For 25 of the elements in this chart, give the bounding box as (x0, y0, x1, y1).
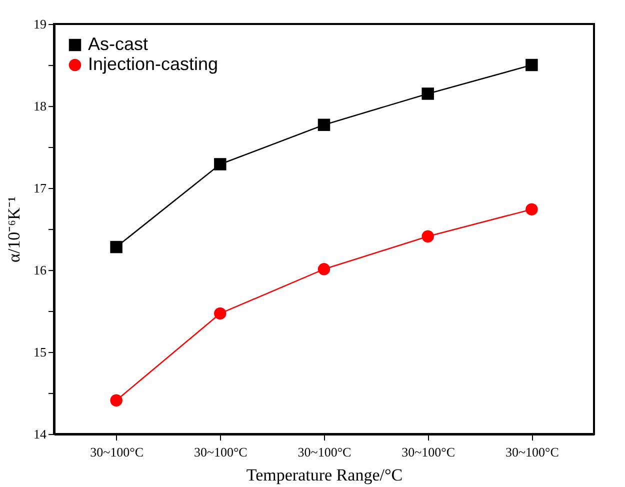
legend-label: Injection-casting (88, 54, 218, 74)
y-tick-label: 19 (34, 16, 46, 32)
point (214, 158, 226, 170)
point (110, 240, 122, 254)
x-tick-label: 30~100°C (402, 444, 456, 460)
x-tick-label: 30~100°C (194, 444, 248, 460)
point (110, 394, 122, 406)
point (318, 118, 330, 131)
point (422, 230, 434, 242)
point (526, 58, 538, 72)
point (214, 307, 226, 320)
legend-label: As-cast (88, 34, 148, 54)
x-tick-label: 30~100°C (298, 444, 352, 460)
x-tick-label: 30~100°C (505, 444, 559, 460)
y-tick-label: 16 (34, 262, 47, 278)
point (422, 88, 434, 100)
y-tick-label: 18 (34, 98, 46, 114)
y-tick-label: 14 (34, 426, 47, 442)
x-tick-label: 30~100°C (90, 444, 144, 460)
y-tick-label: 17 (34, 180, 47, 196)
point (318, 263, 330, 276)
point (526, 203, 538, 216)
y-axis-title: α/10⁻⁶K⁻¹ (4, 196, 24, 262)
y-tick-label: 15 (34, 344, 46, 360)
x-axis-title: Temperature Range/°C (246, 466, 403, 484)
